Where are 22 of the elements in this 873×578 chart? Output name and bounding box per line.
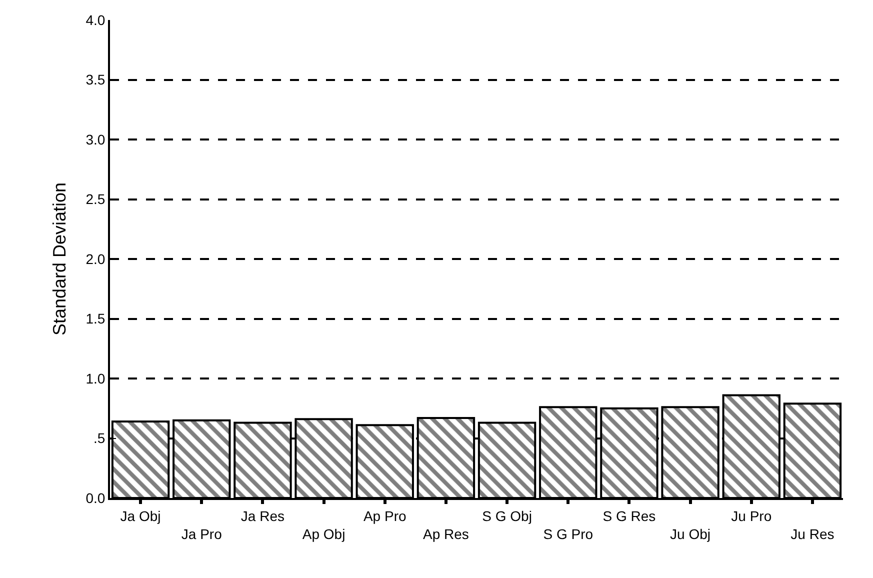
x-tick-label: S G Obj — [482, 508, 532, 524]
y-tick-label: 1.0 — [86, 370, 106, 386]
x-tick-label: S G Res — [602, 508, 656, 524]
x-tick-label: Ap Res — [423, 526, 469, 542]
y-tick-label: .5 — [94, 430, 106, 446]
y-tick-label: 1.5 — [86, 310, 106, 327]
x-tick-label: Ju Pro — [731, 508, 772, 524]
x-tick-label: Ap Pro — [363, 508, 406, 524]
y-tick-label: 2.5 — [86, 191, 106, 208]
x-tick-label: Ja Obj — [120, 508, 161, 524]
x-tick-label: Ja Pro — [181, 526, 222, 542]
y-tick-label: 0.0 — [86, 490, 106, 506]
x-tick-label: Ju Res — [790, 526, 834, 542]
x-tick-label: Ja Res — [240, 508, 284, 524]
x-tick-label: S G Pro — [543, 526, 594, 542]
y-axis-title: Standard Deviation — [49, 182, 70, 336]
y-tick-label: 3.5 — [86, 72, 106, 88]
y-tick-label: 4.0 — [86, 12, 106, 28]
y-tick-label: 3.0 — [86, 131, 106, 148]
y-tick-label: 2.0 — [86, 250, 106, 267]
x-tick-label: Ju Obj — [670, 526, 711, 542]
x-tick-label: Ap Obj — [302, 526, 346, 542]
